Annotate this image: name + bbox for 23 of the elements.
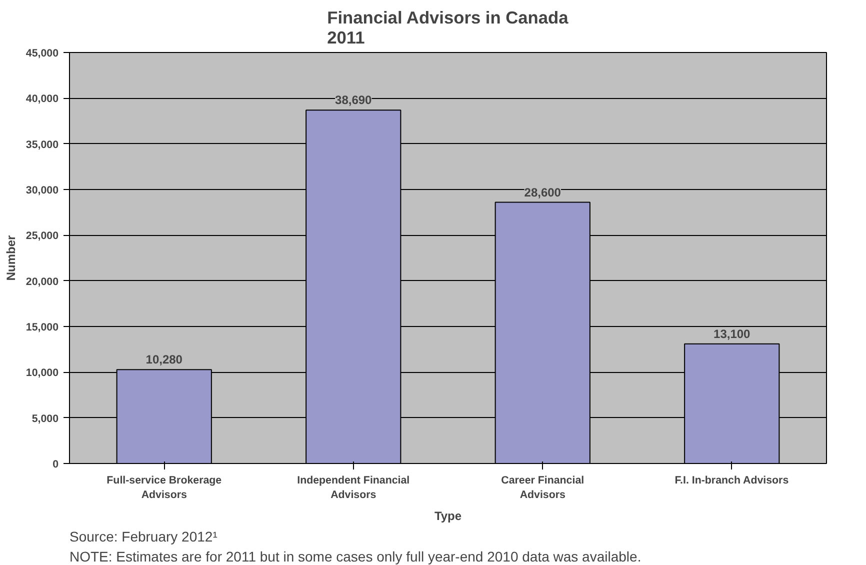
y-tick-label: 30,000: [26, 184, 59, 196]
source-note: Source: February 2012¹: [70, 528, 218, 544]
text: NOTE: Estimates are for 2011 but in some cases only full year-end 2010 data was available.: [70, 548, 642, 564]
y-tick-label: 40,000: [26, 93, 59, 106]
data-label: 10,280: [146, 352, 183, 367]
y-tick-label: 25,000: [26, 230, 59, 242]
y-tick-label: 35,000: [26, 138, 59, 151]
x-tick-label: Independent Financial Advisors: [297, 474, 410, 501]
chart-title: Financial Advisors in Canada 2011: [327, 8, 569, 48]
y-tick-label: 45,000: [26, 48, 59, 60]
x-axis-title: Type: [434, 508, 462, 523]
y-axis-title: Number: [4, 235, 18, 281]
y-tick-label: 10,000: [26, 367, 59, 380]
x-tick-label: Career Financial Advisors: [501, 474, 584, 501]
data-label: 13,100: [714, 326, 751, 341]
y-tick-label: 15,000: [26, 322, 59, 334]
data-label: 38,690: [335, 93, 372, 108]
x-tick-label: Full-service Brokerage Advisors: [106, 474, 222, 501]
data-label: 28,600: [524, 185, 562, 200]
y-tick-label: 5,000: [32, 412, 59, 425]
y-tick-label: 0: [52, 458, 59, 470]
y-tick-label: 20,000: [26, 276, 59, 288]
x-tick-label: F.I. In-branch Advisors: [674, 474, 789, 486]
